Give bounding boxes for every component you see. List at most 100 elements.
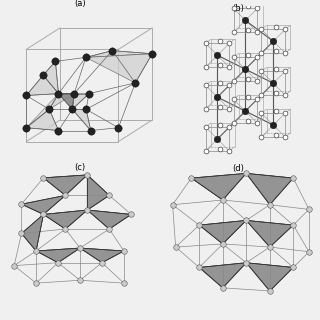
Point	[220, 197, 225, 203]
Point	[218, 104, 223, 109]
Polygon shape	[44, 210, 87, 229]
Point	[255, 78, 260, 84]
Point	[267, 288, 272, 293]
Polygon shape	[59, 94, 74, 109]
Point	[77, 245, 83, 251]
Point	[86, 91, 92, 96]
Polygon shape	[191, 173, 246, 200]
Point	[203, 107, 208, 112]
Point	[19, 231, 24, 236]
Point	[244, 218, 249, 223]
Point	[259, 51, 264, 56]
Point	[307, 207, 312, 212]
Point	[231, 55, 236, 60]
Point	[283, 27, 288, 32]
Point	[273, 132, 278, 137]
Point	[41, 175, 46, 180]
Point	[47, 107, 52, 112]
Point	[215, 137, 220, 142]
Polygon shape	[87, 175, 109, 210]
Point	[255, 120, 260, 125]
Point	[259, 27, 264, 32]
Point	[267, 202, 272, 207]
Point	[55, 260, 60, 265]
Point	[231, 30, 236, 35]
Point	[231, 78, 236, 84]
Text: (b): (b)	[232, 4, 244, 13]
Point	[227, 124, 232, 130]
Point	[220, 241, 225, 246]
Point	[70, 107, 75, 112]
Point	[24, 93, 29, 98]
Polygon shape	[246, 220, 293, 247]
Point	[218, 62, 223, 68]
Point	[227, 83, 232, 88]
Point	[129, 212, 134, 217]
Point	[243, 18, 248, 23]
Point	[173, 244, 178, 250]
Point	[41, 73, 46, 78]
Point	[189, 175, 194, 180]
Point	[291, 175, 296, 180]
Polygon shape	[199, 263, 246, 288]
Point	[83, 55, 88, 60]
Point	[267, 244, 272, 250]
Point	[85, 172, 90, 178]
Point	[259, 92, 264, 98]
Point	[243, 67, 248, 72]
Point	[41, 212, 46, 217]
Point	[259, 69, 264, 74]
Point	[227, 65, 232, 70]
Text: (c): (c)	[75, 163, 85, 172]
Point	[271, 39, 276, 44]
Point	[19, 202, 24, 207]
Point	[170, 202, 175, 207]
Point	[307, 249, 312, 254]
Point	[283, 92, 288, 98]
Point	[203, 65, 208, 70]
Point	[283, 51, 288, 56]
Point	[88, 128, 93, 133]
Polygon shape	[86, 51, 152, 57]
Point	[203, 83, 208, 88]
Point	[231, 97, 236, 102]
Point	[259, 111, 264, 116]
Point	[273, 49, 278, 54]
Point	[271, 81, 276, 86]
Point	[72, 91, 77, 96]
Point	[24, 125, 29, 130]
Polygon shape	[72, 94, 89, 109]
Polygon shape	[86, 54, 152, 83]
Point	[218, 146, 223, 151]
Point	[227, 41, 232, 46]
Point	[100, 260, 105, 265]
Point	[12, 263, 17, 268]
Point	[203, 41, 208, 46]
Point	[85, 207, 90, 212]
Point	[255, 30, 260, 35]
Polygon shape	[246, 263, 293, 291]
Point	[245, 53, 251, 58]
Polygon shape	[44, 175, 87, 196]
Point	[77, 278, 83, 283]
Polygon shape	[21, 214, 44, 251]
Point	[215, 95, 220, 100]
Point	[244, 171, 249, 176]
Polygon shape	[43, 61, 59, 94]
Point	[203, 124, 208, 130]
Point	[231, 120, 236, 125]
Point	[255, 97, 260, 102]
Point	[243, 108, 248, 114]
Point	[245, 95, 251, 100]
Polygon shape	[72, 109, 91, 131]
Point	[107, 227, 112, 232]
Point	[218, 81, 223, 86]
Point	[34, 281, 39, 286]
Point	[63, 227, 68, 232]
Point	[273, 91, 278, 96]
Point	[245, 76, 251, 82]
Polygon shape	[246, 173, 293, 205]
Point	[273, 108, 278, 114]
Point	[150, 51, 155, 56]
Polygon shape	[49, 94, 74, 109]
